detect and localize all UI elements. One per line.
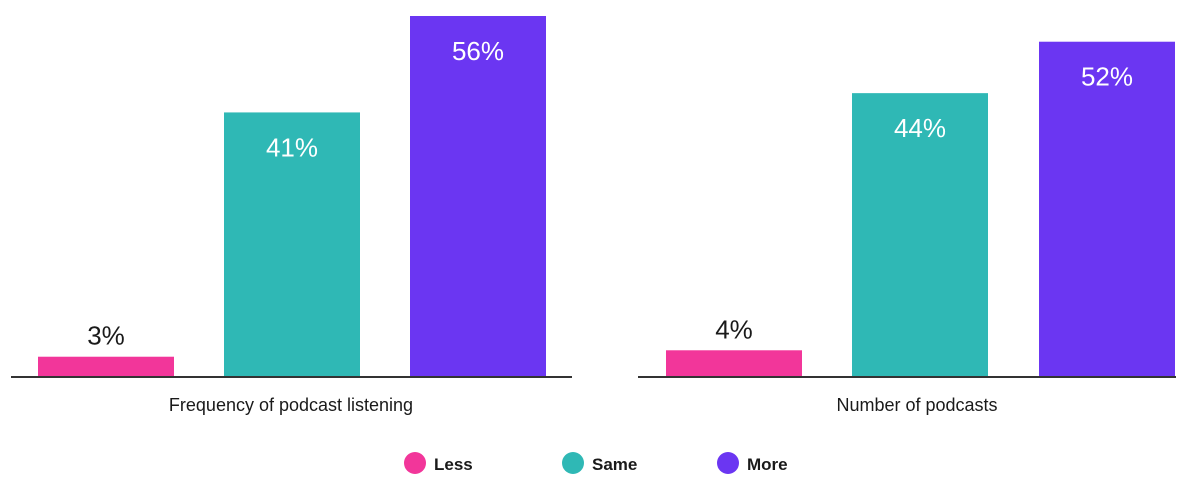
data-label-more-2: 52% xyxy=(1081,62,1133,92)
bar-less-1 xyxy=(38,356,174,376)
legend-label-less: Less xyxy=(434,455,473,474)
data-label-less-2: 4% xyxy=(715,314,753,344)
bar-same-2 xyxy=(852,93,988,377)
data-label-same-1: 41% xyxy=(266,132,318,162)
bar-less-2 xyxy=(666,350,802,376)
data-label-same-2: 44% xyxy=(894,113,946,143)
category-label-1: Frequency of podcast listening xyxy=(169,395,413,415)
legend-label-more: More xyxy=(747,455,788,474)
category-label-2: Number of podcasts xyxy=(836,395,997,415)
bar-more-2 xyxy=(1039,41,1175,376)
bar-same-1 xyxy=(224,112,360,376)
legend-marker-same xyxy=(562,452,584,474)
legend-label-same: Same xyxy=(592,455,637,474)
data-label-more-1: 56% xyxy=(452,36,504,66)
legend-marker-less xyxy=(404,452,426,474)
bar-more-1 xyxy=(410,16,546,376)
data-label-less-1: 3% xyxy=(87,321,125,351)
legend-marker-more xyxy=(717,452,739,474)
